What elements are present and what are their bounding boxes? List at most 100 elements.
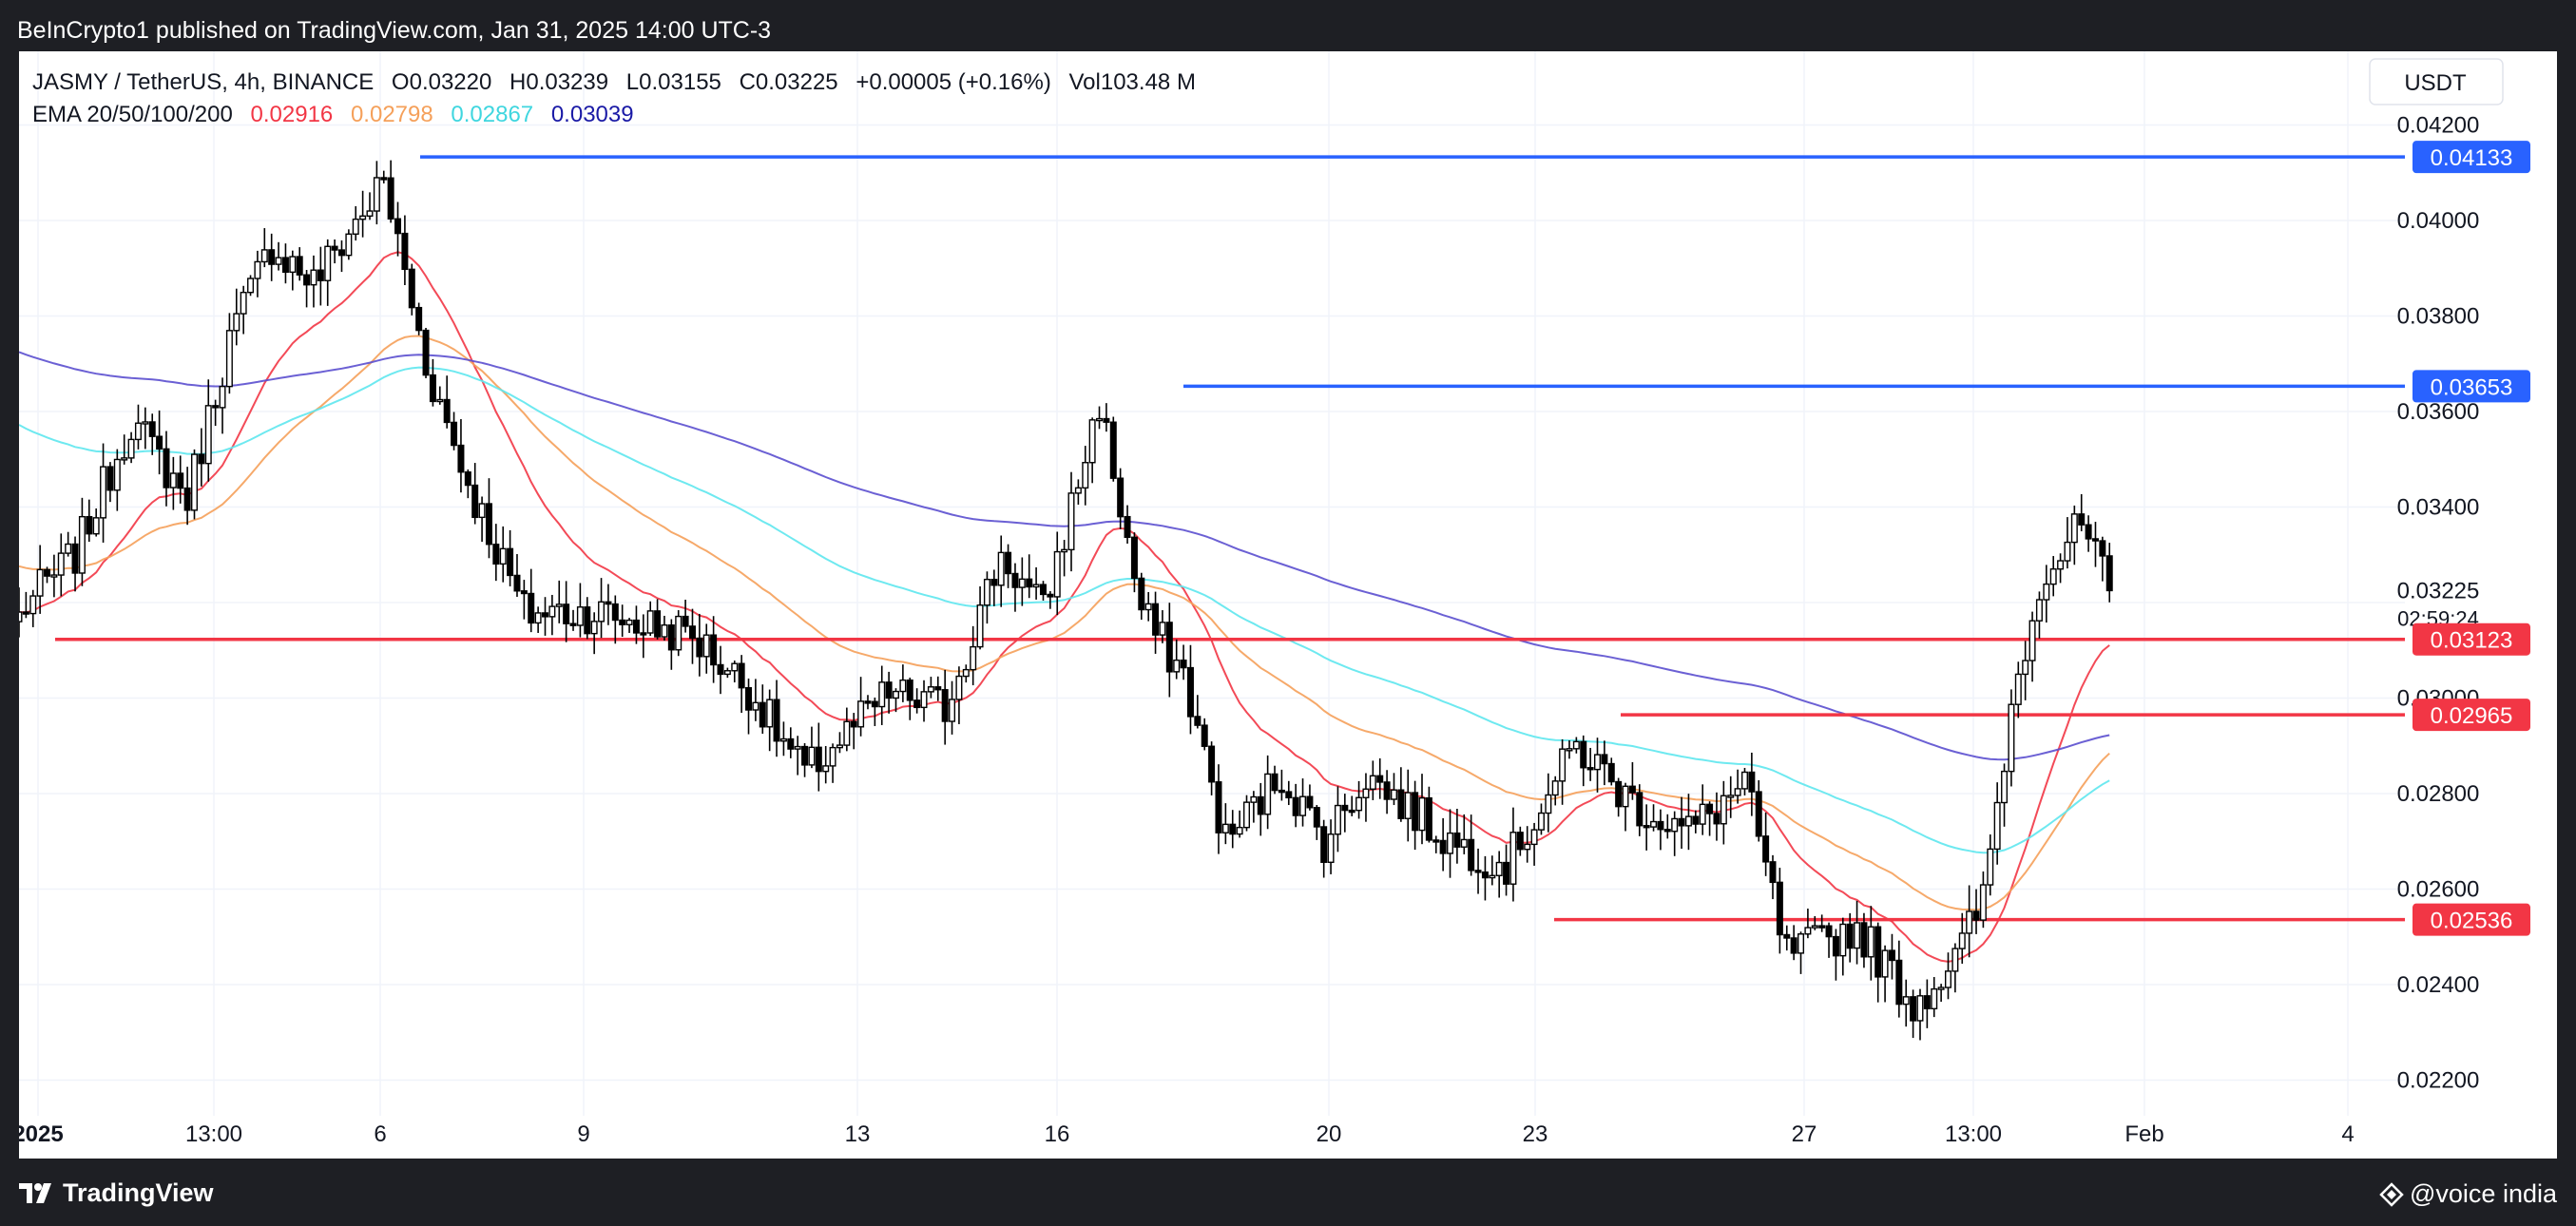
- candle-body: [134, 422, 142, 441]
- candle-body: [899, 679, 907, 693]
- price-tick-label: 0.03800: [2397, 304, 2480, 330]
- ema-line-50: [19, 335, 2110, 911]
- candle-body: [1257, 795, 1264, 815]
- candle-body: [696, 637, 703, 658]
- candle-body: [1165, 622, 1173, 673]
- time-tick-label: 27: [1792, 1121, 1817, 1147]
- candle-body: [983, 578, 990, 606]
- candle-body: [1684, 815, 1692, 827]
- currency-label[interactable]: USDT: [2404, 70, 2467, 96]
- candle-body: [394, 218, 402, 235]
- candle-body: [86, 515, 93, 535]
- candle-body: [731, 662, 739, 672]
- candle-body: [451, 421, 458, 447]
- candle-body: [121, 457, 128, 461]
- candle-body: [997, 551, 1005, 586]
- price-tick-label: 0.03400: [2397, 495, 2480, 521]
- candle-body: [78, 515, 86, 574]
- time-axis: 2025 13:00 6 9 13 16 20 23 27 13:00 Feb 4: [19, 1121, 2557, 1159]
- candle-body: [1748, 771, 1756, 793]
- candle-body: [429, 374, 436, 403]
- candle-body: [1376, 775, 1384, 783]
- candle-body: [2043, 583, 2050, 601]
- candle-body: [1846, 923, 1854, 949]
- candle-body: [1103, 417, 1110, 423]
- candle-body: [1720, 795, 1727, 825]
- ema-line-200: [19, 351, 2110, 761]
- time-tick-label: 13:00: [185, 1121, 242, 1147]
- candle-body: [1551, 780, 1559, 796]
- candle-body: [1530, 829, 1538, 846]
- candle-body: [492, 544, 500, 565]
- candle-body: [106, 466, 114, 491]
- candle-body: [534, 612, 542, 624]
- candle-body: [65, 543, 72, 554]
- price-tick-label: 0.03600: [2397, 399, 2480, 425]
- price-axis: 0.042000.040000.038000.036000.034000.030…: [2369, 51, 2557, 1121]
- candle-body: [260, 249, 268, 263]
- candle-body: [632, 619, 640, 634]
- candle-body: [1088, 419, 1096, 464]
- candle-body: [1285, 791, 1293, 799]
- tradingview-text: TradingView: [63, 1178, 214, 1207]
- candle-body: [1586, 767, 1594, 771]
- candle-body: [331, 245, 338, 251]
- candle-body: [100, 466, 107, 519]
- candle-body: [2008, 703, 2015, 773]
- candle-body: [1559, 748, 1567, 782]
- candle-body: [611, 603, 619, 622]
- candle-body: [317, 269, 324, 281]
- tradingview-brand[interactable]: TradingView: [19, 1178, 214, 1208]
- candle-body: [422, 329, 430, 376]
- candle-body: [1706, 803, 1714, 814]
- candle-body: [1362, 788, 1370, 798]
- candle-body: [1404, 792, 1412, 819]
- candle-body: [850, 720, 857, 728]
- candle-body: [1740, 771, 1748, 790]
- level-badge: [2413, 370, 2530, 403]
- candle-body: [1320, 826, 1328, 863]
- candle-body: [2091, 538, 2099, 542]
- candle-body: [1278, 789, 1285, 794]
- candle-body: [1923, 995, 1931, 1010]
- candle-body: [148, 421, 156, 437]
- candle-body: [1447, 832, 1454, 854]
- legend-symbol-name: JASMY / TetherUS, 4h, BINANCE: [32, 69, 374, 95]
- candle-body: [1727, 795, 1735, 798]
- candle-body: [1481, 871, 1489, 879]
- candle-body: [738, 662, 745, 689]
- candle-body: [555, 603, 563, 607]
- candle-body: [717, 663, 724, 676]
- candle-body: [1854, 922, 1861, 949]
- candle-body: [1524, 843, 1531, 851]
- candle-body: [1713, 813, 1721, 825]
- candle-body: [759, 701, 766, 728]
- candle-body: [1804, 927, 1812, 935]
- candle-body: [19, 611, 23, 623]
- candle-body: [723, 670, 731, 676]
- level-badge-label: 0.04133: [2431, 145, 2513, 171]
- candle-body: [822, 765, 830, 773]
- price-tick-label: 0.02600: [2397, 877, 2480, 903]
- candle-body: [1032, 584, 1040, 588]
- candle-body: [598, 601, 606, 623]
- candle-body: [1412, 792, 1419, 832]
- level-badge-label: 0.03653: [2431, 374, 2513, 400]
- candle-body: [654, 610, 662, 638]
- candle-body: [1186, 666, 1194, 718]
- candle-body: [836, 744, 843, 749]
- candle-body: [2064, 541, 2071, 562]
- candle-body: [1425, 796, 1432, 841]
- candle-body: [1208, 745, 1216, 783]
- price-tick-label: 0.02800: [2397, 781, 2480, 807]
- candle-body: [913, 699, 921, 709]
- candle-body: [1650, 820, 1658, 828]
- candle-body: [1096, 417, 1104, 422]
- price-chart[interactable]: 0.04200 0.04000 0.03800 0.03600 0.03400 0.030…: [19, 51, 2557, 1159]
- candle-body: [927, 686, 934, 693]
- candle-body: [955, 675, 963, 700]
- candle-body: [970, 645, 977, 671]
- candle-body: [29, 595, 37, 615]
- candle-body: [1432, 839, 1440, 843]
- time-tick-label: 13: [845, 1121, 871, 1147]
